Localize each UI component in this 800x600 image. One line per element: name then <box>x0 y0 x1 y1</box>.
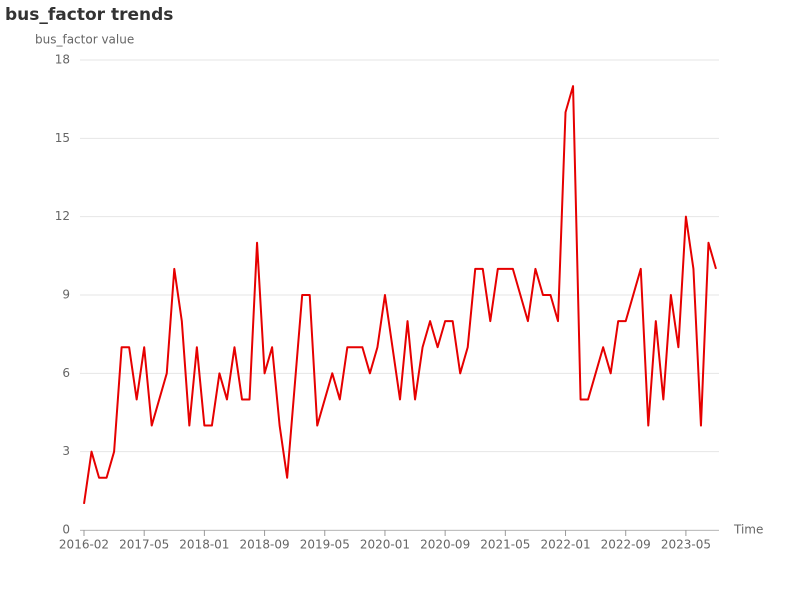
x-tick-label: 2022-09 <box>601 538 651 552</box>
x-tick-label: 2023-05 <box>661 538 711 552</box>
y-tick-label: 3 <box>62 444 70 458</box>
y-axis-label: bus_factor value <box>35 33 134 47</box>
x-tick-label: 2016-02 <box>59 538 109 552</box>
x-axis-label: Time <box>733 523 763 537</box>
y-tick-label: 6 <box>62 366 70 380</box>
x-tick-label: 2018-09 <box>240 538 290 552</box>
chart-title: bus_factor trends <box>5 5 173 25</box>
x-tick-label: 2020-09 <box>420 538 470 552</box>
data-line <box>83 85 717 505</box>
x-tick-label: 2022-01 <box>540 538 590 552</box>
x-tick-label: 2019-05 <box>300 538 350 552</box>
x-tick-label: 2017-05 <box>119 538 169 552</box>
y-tick-label: 18 <box>55 53 70 67</box>
x-tick-label: 2021-05 <box>480 538 530 552</box>
y-tick-label: 12 <box>55 209 70 223</box>
x-tick-label: 2020-01 <box>360 538 410 552</box>
x-tick-label: 2018-01 <box>179 538 229 552</box>
y-tick-label: 9 <box>62 288 70 302</box>
y-tick-label: 15 <box>55 131 70 145</box>
y-tick-label: 0 <box>62 523 70 537</box>
